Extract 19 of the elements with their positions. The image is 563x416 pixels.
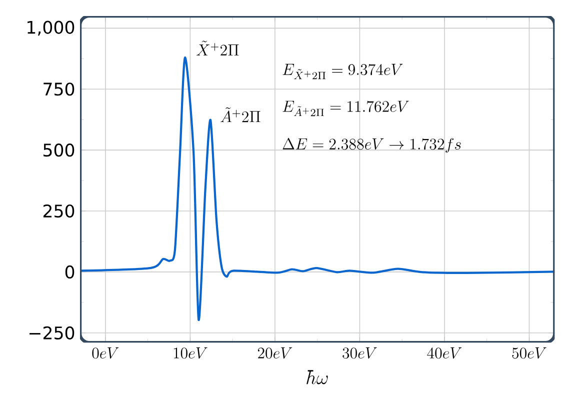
y-tick-label: 1,000 <box>28 20 74 36</box>
line-series <box>80 56 555 322</box>
y-tick-label: 500 <box>44 144 74 157</box>
annotation: $E_{\tilde{X}^{+}2\Pi}=9.374eV$ <box>282 64 403 80</box>
x-tick-label: $20eV$ <box>258 347 292 359</box>
x-tick-label: $30eV$ <box>342 347 377 359</box>
annotation: $\Delta E=2.388eV\rightarrow 1.732fs$ <box>282 138 461 153</box>
x-tick-label: $40eV$ <box>427 347 462 359</box>
y-tick-label: 750 <box>44 82 74 96</box>
y-tick-label: 0 <box>65 265 74 279</box>
annotation: $\tilde{X}^{+}2\Pi$ <box>196 40 239 56</box>
x-tick-label: $0eV$ <box>92 347 119 359</box>
x-tick-label: $10eV$ <box>174 347 208 359</box>
x-axis-title: $\hbar\omega$ <box>306 370 328 384</box>
y-tick-label: −250 <box>30 326 74 340</box>
x-tick-label: $50eV$ <box>512 347 546 359</box>
y-tick-label: 250 <box>43 204 74 218</box>
annotation: $E_{\tilde{A}^{+}2\Pi}=11.762eV$ <box>282 100 409 116</box>
annotation: $\tilde{A}^{+}2\Pi$ <box>220 107 260 122</box>
